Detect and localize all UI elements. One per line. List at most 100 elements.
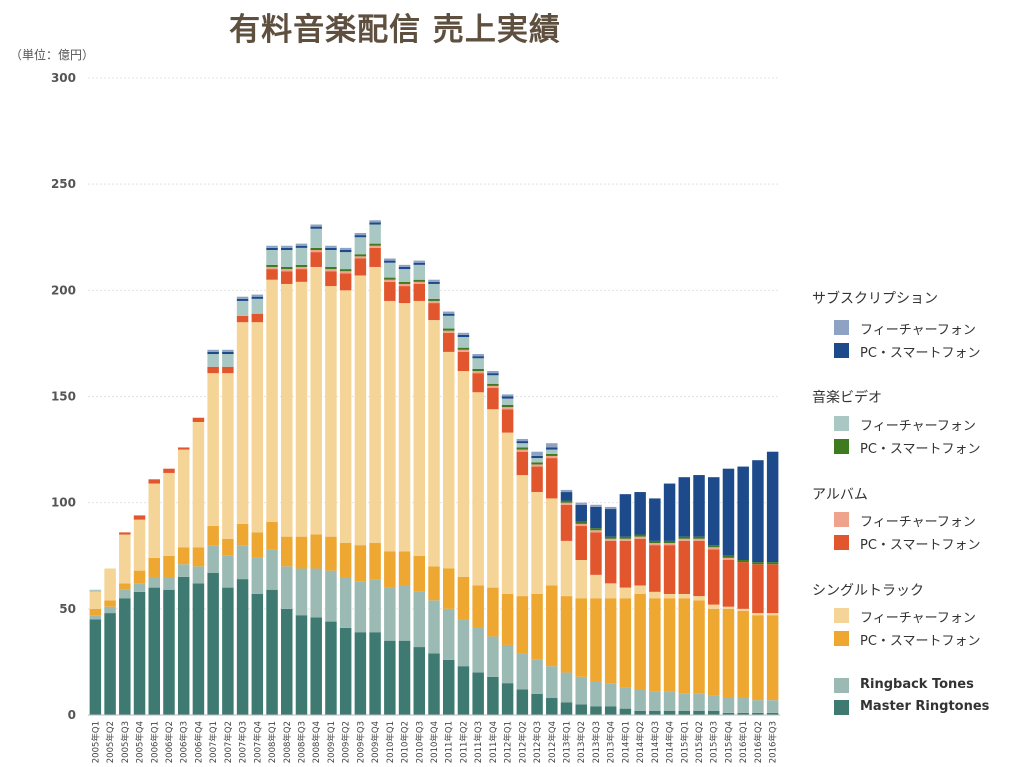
x-tick-label: 2006年Q3 [179, 721, 190, 763]
bar-segment [604, 506, 617, 510]
bar-segment [177, 547, 190, 565]
bar-segment [604, 706, 617, 715]
bar-segment [516, 438, 529, 442]
x-tick-label: 2010年Q2 [400, 721, 411, 763]
bar-segment [251, 322, 264, 533]
bar-segment [104, 600, 116, 607]
bar-segment [766, 564, 779, 614]
bar-segment [89, 619, 102, 715]
bar-segment [119, 583, 131, 590]
bar-segment [148, 557, 160, 577]
bar-segment [575, 504, 587, 522]
bar-segment [295, 264, 308, 267]
x-tick-label: 2008年Q2 [282, 721, 293, 763]
bar-segment [236, 300, 249, 316]
bar-segment [339, 627, 352, 715]
legend-label: PC・スマートフォン [860, 634, 981, 649]
bar-segment [413, 591, 426, 648]
bar-segment [708, 608, 720, 696]
x-tick-label: 2009年Q1 [326, 721, 337, 763]
bar-segment [428, 566, 440, 601]
bar-segment [442, 608, 455, 660]
bar-segment [192, 583, 205, 715]
bar-segment [619, 540, 632, 588]
bar-segment [251, 296, 264, 299]
legend-label: フィーチャーフォン [860, 611, 976, 626]
x-tick-label: 2006年Q2 [164, 721, 175, 763]
bar-segment [501, 396, 514, 399]
bar-segment [104, 568, 116, 601]
bar-segment [590, 506, 602, 529]
bar-segment [354, 581, 367, 633]
bar-segment [663, 483, 676, 541]
x-tick-label: 2008年Q3 [296, 721, 307, 763]
bar-segment [604, 583, 617, 599]
bar-segment [663, 593, 676, 599]
bar-segment [398, 281, 411, 284]
bar-segment [295, 269, 308, 282]
x-tick-label: 2008年Q1 [267, 721, 278, 763]
bar-segment [546, 666, 558, 699]
bar-segment [207, 366, 219, 374]
x-tick-label: 2005年Q1 [90, 721, 101, 763]
y-tick-label: 50 [59, 602, 76, 616]
bar-segment [560, 596, 573, 673]
x-tick-label: 2005年Q3 [120, 721, 131, 763]
bar-segment [369, 224, 381, 244]
bar-segment [634, 538, 646, 586]
bar-segment [89, 608, 102, 616]
bar-segment [339, 269, 352, 272]
x-tick-label: 2013年Q3 [591, 721, 602, 763]
bar-segment [266, 279, 278, 522]
legend-group-single: シングルトラック [812, 580, 924, 600]
bar-segment [546, 449, 558, 454]
legend-swatch [834, 535, 849, 550]
bar-segment [766, 451, 779, 563]
bar-segment [766, 615, 779, 701]
bar-segment [487, 373, 499, 376]
bar-segment [516, 475, 529, 597]
bar-segment [546, 458, 558, 499]
bar-segment [251, 294, 264, 297]
bar-segment [339, 249, 352, 253]
bar-segment [266, 549, 278, 590]
bar-segment [207, 351, 219, 355]
bar-segment [752, 700, 764, 713]
bar-segment [649, 591, 661, 599]
y-tick-label: 150 [51, 390, 76, 404]
bar-segment [722, 712, 735, 715]
bar-segment [222, 538, 234, 556]
bar-segment [766, 562, 779, 565]
bar-segment [708, 695, 720, 711]
bar-segment [148, 576, 160, 588]
bar-segment [752, 712, 764, 715]
bar-segment [236, 296, 249, 299]
bar-segment [266, 245, 278, 248]
bar-segment [281, 283, 293, 537]
bar-segment [310, 247, 322, 250]
bar-segment [266, 264, 278, 267]
bar-segment [428, 600, 440, 654]
bar-segment [766, 712, 779, 715]
bar-segment [325, 266, 337, 270]
bar-segment [472, 354, 484, 357]
x-tick-label: 2007年Q1 [208, 721, 219, 763]
bar-segment [575, 559, 587, 599]
x-tick-label: 2010年Q4 [429, 721, 440, 763]
bar-segment [457, 619, 470, 667]
bar-segment [177, 576, 190, 715]
bar-segment [619, 598, 632, 688]
x-tick-label: 2009年Q3 [355, 721, 366, 763]
bar-segment [722, 559, 735, 607]
bar-segment [678, 477, 691, 537]
bar-segment [384, 640, 396, 715]
bar-segment [663, 545, 676, 594]
bar-segment [634, 689, 646, 711]
bar-segment [207, 373, 219, 527]
bar-segment [472, 356, 484, 359]
bar-segment [192, 566, 205, 584]
bar-segment [369, 632, 381, 715]
bar-segment [222, 354, 234, 367]
bar-segment [133, 519, 146, 571]
bar-segment [560, 502, 573, 505]
